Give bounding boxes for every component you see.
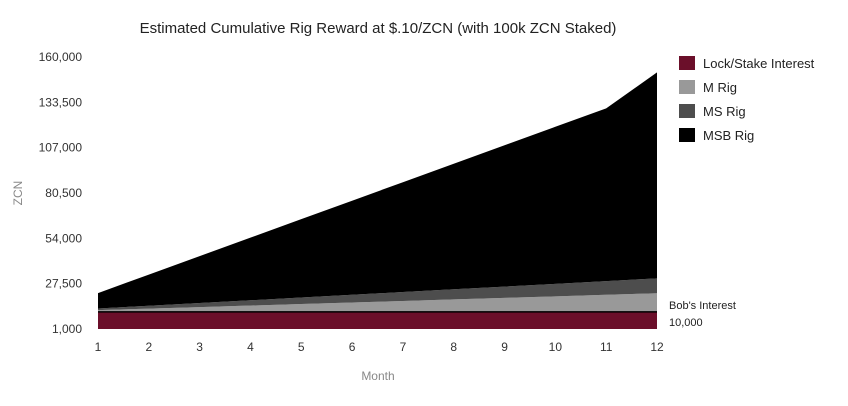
x-tick-label: 12 [650,340,664,354]
x-tick-label: 6 [349,340,356,354]
x-axis-title: Month [361,369,394,383]
legend-label: MS Rig [703,104,746,119]
x-tick-label: 1 [95,340,102,354]
area-ms-rig [98,278,657,311]
legend-label: M Rig [703,80,737,95]
x-tick-label: 2 [145,340,152,354]
y-tick-label: 80,500 [45,186,82,200]
legend-swatch [679,80,695,94]
x-tick-label: 3 [196,340,203,354]
annotation-bobs-interest-value: 10,000 [669,317,703,329]
x-tick-label: 7 [400,340,407,354]
legend-swatch [679,128,695,142]
legend-swatch [679,104,695,118]
x-tick-label: 9 [501,340,508,354]
x-tick-label: 5 [298,340,305,354]
legend-item: MSB Rig [679,128,754,143]
legend-swatch [679,56,695,70]
y-tick-label: 133,500 [39,95,83,109]
x-axis-ticks: 1 2 3 4 5 6 7 8 9 10 11 12 [95,340,664,354]
legend-item: Lock/Stake Interest [679,56,815,71]
y-axis-title: ZCN [11,181,25,206]
y-tick-label: 107,000 [39,141,83,155]
y-axis-ticks: 1,000 27,500 54,000 80,500 107,000 133,500 160… [39,50,83,336]
x-tick-label: 10 [549,340,563,354]
legend-item: MS Rig [679,104,746,119]
y-tick-label: 160,000 [39,50,83,64]
legend-label: Lock/Stake Interest [703,56,815,71]
chart-title: Estimated Cumulative Rig Reward at $.10/… [140,20,617,37]
x-tick-label: 4 [247,340,254,354]
y-tick-label: 54,000 [45,231,82,245]
y-tick-label: 1,000 [52,322,82,336]
legend: Lock/Stake Interest M Rig MS Rig MSB Rig [679,56,815,143]
x-tick-label: 8 [450,340,457,354]
annotations: Bob's Interest 10,000 [669,300,736,329]
y-tick-label: 27,500 [45,277,82,291]
x-tick-label: 11 [600,340,613,354]
area-lock-stake-interest [98,311,657,329]
legend-item: M Rig [679,80,737,95]
legend-label: MSB Rig [703,128,754,143]
area-msb-rig [98,72,657,309]
annotation-bobs-interest: Bob's Interest [669,300,736,312]
area-m-rig [98,293,657,312]
stacked-areas [98,72,657,329]
